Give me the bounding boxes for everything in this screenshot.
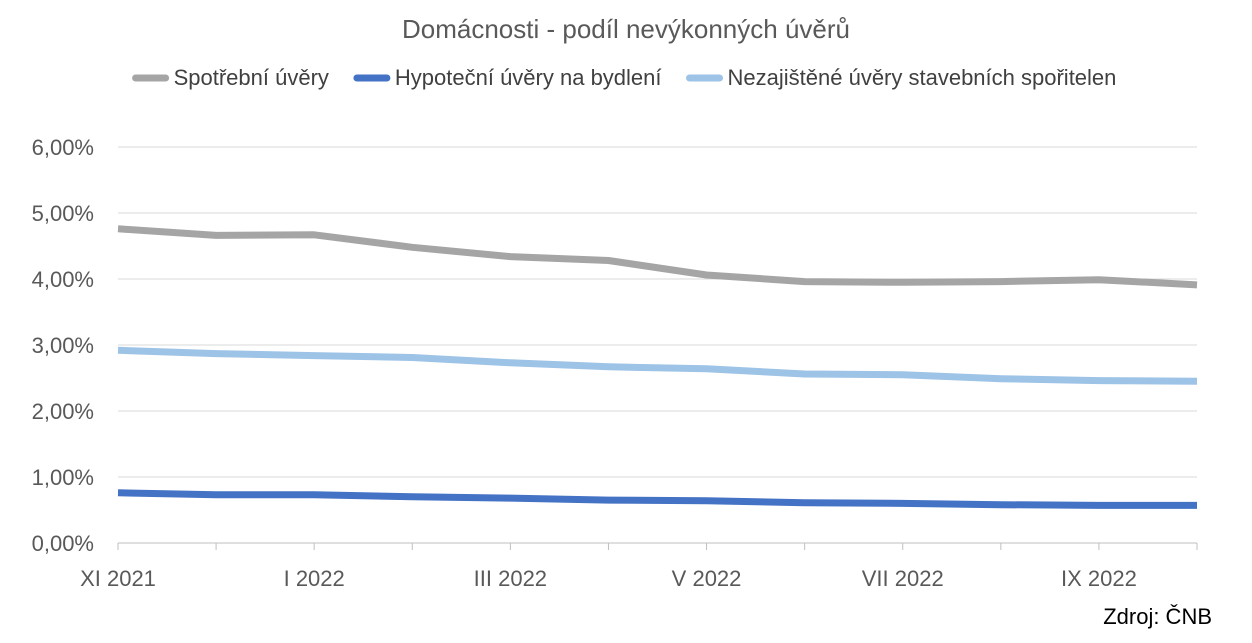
y-tick-label: 2,00% xyxy=(32,399,94,424)
legend-label: Nezajištěné úvěry stavebních spořitelen xyxy=(728,65,1117,90)
series-line xyxy=(117,489,1197,509)
y-tick-label: 6,00% xyxy=(32,135,94,160)
series-line xyxy=(117,225,1198,289)
y-axis: 0,00% 1,00% 2,00% 3,00% 4,00% 5,00% 6,00% xyxy=(32,135,94,556)
x-tick-label: VII 2022 xyxy=(862,566,944,591)
y-tick-label: 4,00% xyxy=(32,267,94,292)
x-tick-label: IX 2022 xyxy=(1061,566,1137,591)
x-tick-label: V 2022 xyxy=(672,566,742,591)
x-tick-label: XI 2021 xyxy=(80,566,156,591)
legend: Spotřební úvěry Hypoteční úvěry na bydlen… xyxy=(132,65,1117,90)
x-tick-label: III 2022 xyxy=(474,566,547,591)
legend-label: Hypoteční úvěry na bydlení xyxy=(395,65,662,90)
y-tick-label: 1,00% xyxy=(32,465,94,490)
chart-title: Domácnosti - podíl nevýkonných úvěrů xyxy=(402,14,850,44)
series-line xyxy=(117,346,1198,385)
x-axis: XI 2021 I 2022 III 2022 V 2022 VII 2022 IX 20… xyxy=(80,543,1198,591)
y-tick-label: 0,00% xyxy=(32,531,94,556)
source-note: Zdroj: ČNB xyxy=(1103,604,1212,629)
gridlines xyxy=(118,146,1197,544)
series-lines xyxy=(117,225,1198,509)
x-tick-label: I 2022 xyxy=(284,566,345,591)
y-tick-label: 3,00% xyxy=(32,333,94,358)
legend-label: Spotřební úvěry xyxy=(174,65,329,90)
y-tick-label: 5,00% xyxy=(32,201,94,226)
